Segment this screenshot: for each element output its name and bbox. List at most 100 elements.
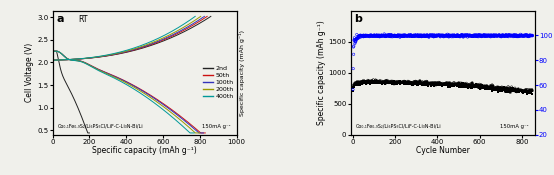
Point: [514, 35, 523, 38]
Point: [371, 34, 379, 37]
Point: [366, 80, 375, 83]
Point: [433, 34, 442, 37]
Point: [482, 34, 491, 37]
Point: [390, 34, 399, 37]
Point: [517, 34, 526, 37]
Text: Co₀.₁Fe₀.₉S₂/Li₆PS₅Cl/LiF-C-Li₃N-Bi/Li: Co₀.₁Fe₀.₉S₂/Li₆PS₅Cl/LiF-C-Li₃N-Bi/Li: [58, 124, 144, 128]
Point: [352, 38, 361, 40]
Point: [516, 33, 525, 36]
Point: [429, 82, 438, 85]
Point: [525, 90, 534, 93]
Point: [412, 81, 421, 84]
Point: [510, 33, 519, 36]
Point: [504, 87, 512, 90]
Point: [414, 35, 423, 38]
Point: [423, 34, 432, 37]
Point: [520, 90, 529, 93]
Point: [476, 34, 485, 37]
Point: [369, 78, 378, 81]
Point: [500, 87, 509, 90]
Point: [510, 89, 519, 91]
Point: [416, 82, 425, 85]
Point: [431, 83, 440, 85]
Point: [366, 34, 375, 37]
Point: [512, 90, 521, 93]
Point: [517, 89, 526, 92]
Point: [382, 34, 391, 37]
Point: [453, 34, 462, 36]
Point: [360, 35, 368, 38]
Point: [459, 36, 468, 38]
Point: [485, 86, 494, 89]
Point: [429, 34, 438, 37]
Point: [441, 34, 450, 37]
Point: [416, 82, 425, 85]
Point: [455, 84, 464, 87]
Point: [479, 86, 488, 89]
Y-axis label: Specific capacity (mAh g⁻¹): Specific capacity (mAh g⁻¹): [239, 30, 245, 116]
Point: [520, 90, 529, 93]
Point: [470, 34, 479, 37]
Point: [376, 35, 384, 38]
Point: [488, 88, 497, 91]
Point: [357, 35, 366, 37]
Point: [383, 35, 392, 37]
Point: [449, 83, 458, 86]
Point: [361, 34, 370, 37]
Point: [519, 35, 528, 37]
Point: [460, 34, 469, 37]
Point: [461, 85, 470, 88]
Point: [402, 81, 411, 83]
Point: [392, 80, 401, 83]
Point: [427, 83, 435, 85]
Point: [363, 79, 372, 82]
Point: [421, 34, 430, 37]
Point: [495, 86, 504, 89]
Point: [481, 88, 490, 90]
Point: [478, 86, 487, 89]
Point: [394, 34, 403, 37]
Point: [458, 85, 466, 88]
Point: [392, 34, 401, 37]
Point: [444, 85, 453, 88]
Point: [500, 89, 509, 92]
Point: [427, 82, 436, 85]
Point: [355, 80, 363, 83]
Point: [428, 83, 437, 86]
Point: [488, 35, 496, 38]
Point: [513, 35, 522, 37]
Point: [516, 34, 525, 37]
Point: [515, 89, 524, 92]
Point: [514, 34, 522, 37]
Point: [368, 80, 377, 83]
Point: [462, 82, 471, 85]
Point: [446, 83, 455, 86]
Point: [458, 33, 466, 36]
Point: [352, 83, 361, 86]
Point: [394, 81, 403, 84]
Point: [519, 91, 528, 93]
Point: [393, 35, 402, 37]
Point: [403, 81, 412, 84]
Point: [408, 34, 417, 37]
Point: [431, 83, 440, 86]
Point: [396, 82, 404, 84]
Point: [414, 81, 423, 84]
Point: [355, 34, 364, 37]
Point: [422, 82, 430, 84]
Point: [484, 34, 493, 36]
Point: [351, 40, 360, 43]
Point: [456, 82, 465, 85]
Point: [435, 82, 444, 85]
Point: [527, 88, 536, 91]
Point: [489, 34, 498, 36]
Point: [521, 91, 530, 94]
Point: [465, 34, 474, 37]
Point: [522, 93, 531, 95]
Point: [518, 91, 527, 94]
Point: [374, 80, 383, 82]
Point: [384, 33, 393, 36]
Point: [378, 82, 387, 85]
Point: [476, 88, 485, 90]
Point: [495, 89, 504, 92]
